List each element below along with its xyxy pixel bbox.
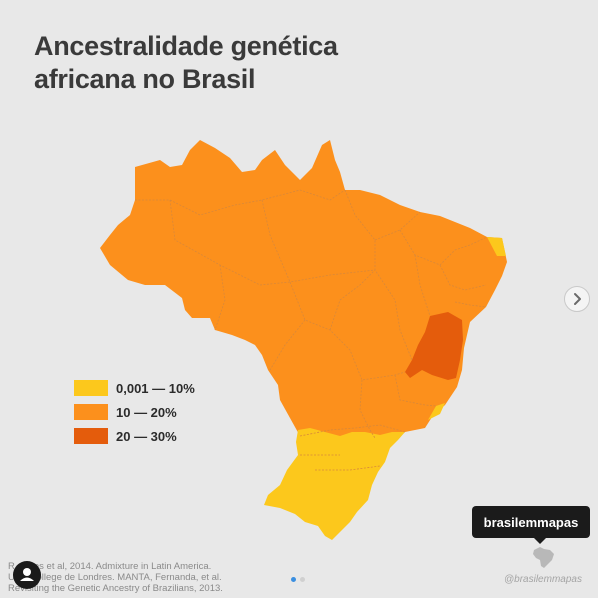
source-line-2: U ity College de Londres. MANTA, Fernand… [8,572,222,583]
account-tag-tooltip[interactable]: brasilemmapas [472,506,590,538]
legend-swatch-high [74,428,108,444]
region-20-30 [405,312,463,380]
carousel-indicator [291,577,305,582]
legend-swatch-mid [74,404,108,420]
region-0-10-southeast [428,403,445,420]
user-icon [20,568,34,581]
title-line-1: Ancestralidade genética [34,31,338,61]
title-line-2: africana no Brasil [34,64,256,94]
chevron-right-icon [574,293,581,305]
region-0-10-northeast [487,237,506,256]
source-citation: R mares et al, 2014. Admixture in Latin … [8,561,308,594]
legend-swatch-low [74,380,108,396]
source-line-3: Revisiting the Genetic Ancestry of Brazi… [8,583,223,594]
source-line-1: R mares et al, 2014. Admixture in Latin … [8,561,212,572]
watermark-handle: @brasilemmapas [504,574,582,585]
carousel-dot-active [291,577,296,582]
region-10-20 [100,140,507,446]
brazil-map-icon [533,547,554,568]
tooltip-arrow [534,538,546,544]
next-slide-button[interactable] [564,286,590,312]
map-title: Ancestralidade genética africana no Bras… [34,30,338,96]
legend: 0,001 — 10% 10 — 20% 20 — 30% [74,376,195,448]
legend-item: 10 — 20% [74,400,195,424]
state-borders [135,189,488,471]
legend-label: 0,001 — 10% [116,380,195,396]
carousel-dot [300,577,305,582]
legend-label: 20 — 30% [116,428,177,444]
region-0-10-south [264,428,405,540]
legend-item: 20 — 30% [74,424,195,448]
legend-item: 0,001 — 10% [74,376,195,400]
legend-label: 10 — 20% [116,404,177,420]
user-tag-button[interactable] [13,561,41,589]
